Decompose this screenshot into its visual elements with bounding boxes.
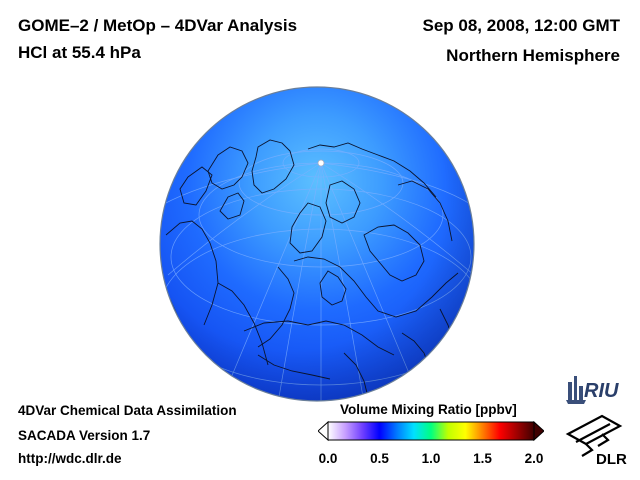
colorbar-tick-label: 0.0: [318, 451, 338, 466]
footer-line-1: 4DVar Chemical Data Assimilation: [18, 403, 237, 418]
riu-logo: RIU: [566, 376, 619, 404]
colorbar-high-arrow: [533, 420, 544, 442]
colorbar-title: Volume Mixing Ratio [ppbv]: [340, 402, 517, 417]
svg-text:DLR: DLR: [596, 451, 627, 466]
colorbar: [318, 420, 544, 442]
colorbar-ramp: [327, 421, 535, 441]
date-label: Sep 08, 2008, 12:00 GMT: [422, 16, 621, 35]
colorbar-tick-label: 0.5: [370, 451, 389, 466]
dlr-logo: DLR: [565, 414, 627, 466]
globe-map: [159, 86, 475, 402]
region-label: Northern Hemisphere: [446, 46, 620, 65]
map-title: GOME–2 / MetOp – 4DVar Analysis: [18, 16, 298, 35]
colorbar-low-arrow: [318, 420, 329, 442]
colorbar-tick-label: 2.0: [524, 451, 544, 466]
map-subtitle: HCl at 55.4 hPa: [18, 43, 141, 62]
footer-url-link[interactable]: http://wdc.dlr.de: [18, 451, 122, 466]
colorbar-tick-label: 1.0: [421, 451, 441, 466]
colorbar-tick-label: 1.5: [473, 451, 492, 466]
footer-line-2: SACADA Version 1.7: [18, 428, 151, 443]
svg-text:RIU: RIU: [584, 380, 619, 402]
